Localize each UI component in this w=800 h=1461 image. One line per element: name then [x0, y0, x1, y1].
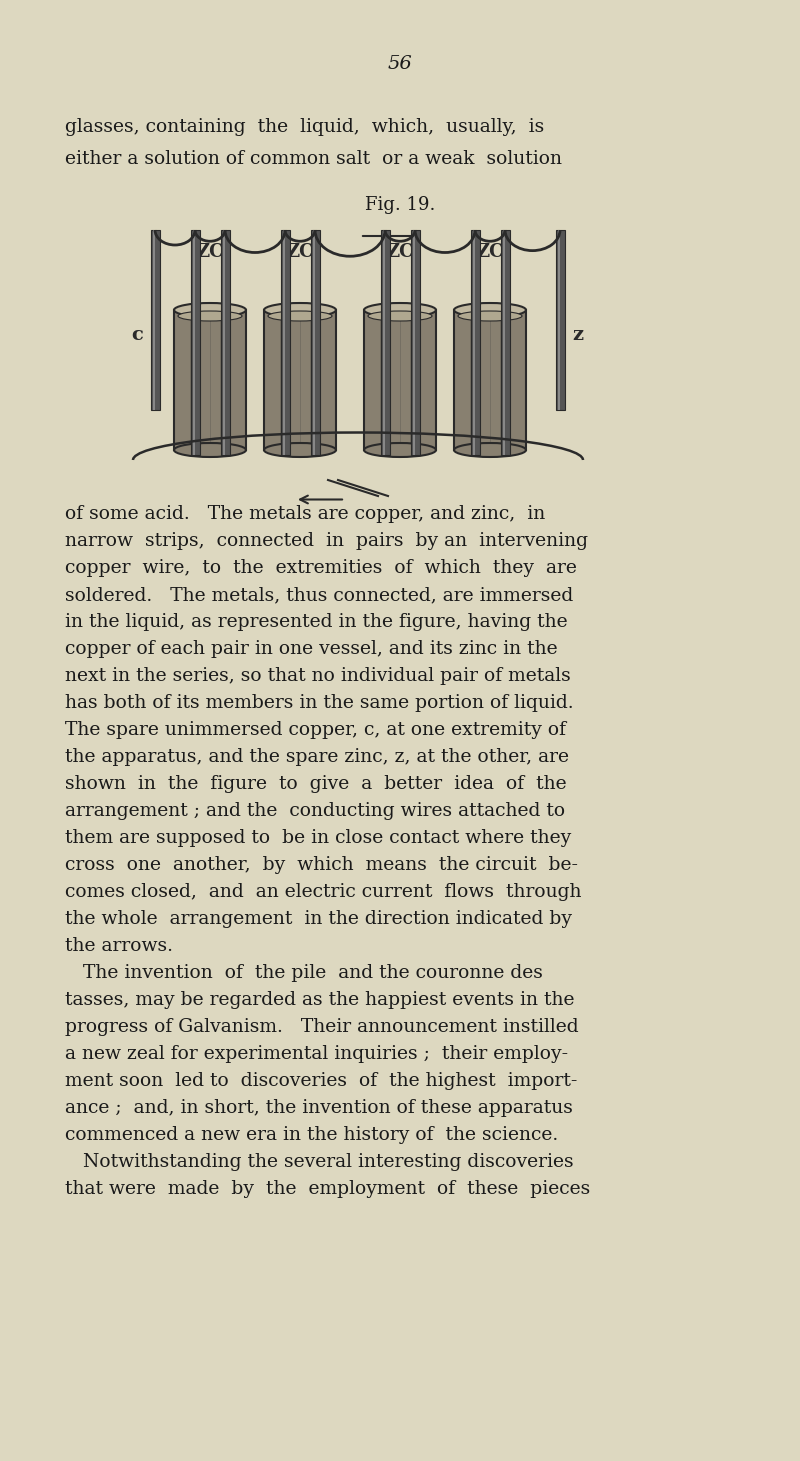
Text: either a solution of common salt  or a weak  solution: either a solution of common salt or a we… [65, 150, 562, 168]
Bar [190, 229, 199, 454]
Text: The spare unimmersed copper, c, at one extremity of: The spare unimmersed copper, c, at one e… [65, 720, 566, 739]
Text: glasses, containing  the  liquid,  which,  usually,  is: glasses, containing the liquid, which, u… [65, 118, 544, 136]
Text: next in the series, so that no individual pair of metals: next in the series, so that no individua… [65, 668, 570, 685]
Bar [153, 229, 154, 411]
Bar [558, 229, 559, 411]
Bar [221, 229, 230, 454]
Text: soldered.   The metals, thus connected, are immersed: soldered. The metals, thus connected, ar… [65, 586, 574, 603]
Bar [364, 310, 436, 450]
Ellipse shape [174, 443, 246, 457]
Text: z: z [572, 326, 583, 343]
Text: tasses, may be regarded as the happiest events in the: tasses, may be regarded as the happiest … [65, 991, 574, 1010]
Ellipse shape [268, 311, 332, 321]
Ellipse shape [454, 443, 526, 457]
Bar [281, 229, 290, 454]
Text: ZC: ZC [286, 243, 314, 262]
Text: a new zeal for experimental inquiries ;  their employ-: a new zeal for experimental inquiries ; … [65, 1045, 568, 1064]
Bar [473, 229, 474, 454]
Bar [222, 229, 225, 454]
Ellipse shape [264, 443, 336, 457]
Text: cross  one  another,  by  which  means  the circuit  be-: cross one another, by which means the ci… [65, 856, 578, 874]
Bar [282, 229, 285, 454]
Bar [310, 229, 319, 454]
Text: ance ;  and, in short, the invention of these apparatus: ance ; and, in short, the invention of t… [65, 1099, 573, 1118]
Ellipse shape [364, 443, 436, 457]
Text: shown  in  the  figure  to  give  a  better  idea  of  the: shown in the figure to give a better ide… [65, 774, 566, 793]
Bar [150, 229, 159, 411]
Ellipse shape [454, 302, 526, 317]
Text: copper  wire,  to  the  extremities  of  which  they  are: copper wire, to the extremities of which… [65, 560, 577, 577]
Ellipse shape [458, 311, 522, 321]
Text: the whole  arrangement  in the direction indicated by: the whole arrangement in the direction i… [65, 910, 572, 928]
Text: Fig. 19.: Fig. 19. [365, 196, 435, 213]
Bar [382, 229, 385, 454]
Ellipse shape [368, 311, 432, 321]
Text: has both of its members in the same portion of liquid.: has both of its members in the same port… [65, 694, 574, 712]
Bar [413, 229, 414, 454]
Ellipse shape [178, 311, 242, 321]
Bar [502, 229, 505, 454]
Text: The invention  of  the pile  and the couronne des: The invention of the pile and the couron… [65, 964, 543, 982]
Text: c: c [131, 326, 143, 343]
Bar [174, 310, 246, 450]
Text: 56: 56 [388, 56, 412, 73]
Text: ZC: ZC [196, 243, 224, 262]
Text: commenced a new era in the history of  the science.: commenced a new era in the history of th… [65, 1126, 558, 1144]
Bar [470, 229, 479, 454]
Text: in the liquid, as represented in the figure, having the: in the liquid, as represented in the fig… [65, 614, 568, 631]
Bar [264, 310, 336, 450]
Text: ment soon  led to  discoveries  of  the highest  import-: ment soon led to discoveries of the high… [65, 1072, 578, 1090]
Text: copper of each pair in one vessel, and its zinc in the: copper of each pair in one vessel, and i… [65, 640, 558, 657]
Ellipse shape [264, 302, 336, 317]
Text: narrow  strips,  connected  in  pairs  by an  intervening: narrow strips, connected in pairs by an … [65, 532, 588, 549]
Bar [410, 229, 419, 454]
Bar [313, 229, 314, 454]
Bar [193, 229, 194, 454]
Text: Notwithstanding the several interesting discoveries: Notwithstanding the several interesting … [65, 1153, 574, 1172]
Text: of some acid.   The metals are copper, and zinc,  in: of some acid. The metals are copper, and… [65, 506, 546, 523]
Text: that were  made  by  the  employment  of  these  pieces: that were made by the employment of thes… [65, 1180, 590, 1198]
Text: them are supposed to  be in close contact where they: them are supposed to be in close contact… [65, 828, 571, 847]
Bar [381, 229, 390, 454]
Text: ZC: ZC [476, 243, 504, 262]
Bar [555, 229, 565, 411]
Text: arrangement ; and the  conducting wires attached to: arrangement ; and the conducting wires a… [65, 802, 565, 820]
Ellipse shape [174, 302, 246, 317]
Bar [501, 229, 510, 454]
Ellipse shape [364, 302, 436, 317]
Text: ZC: ZC [386, 243, 414, 262]
Text: progress of Galvanism.   Their announcement instilled: progress of Galvanism. Their announcemen… [65, 1018, 578, 1036]
Text: the arrows.: the arrows. [65, 937, 173, 955]
Bar [454, 310, 526, 450]
Text: comes closed,  and  an electric current  flows  through: comes closed, and an electric current fl… [65, 882, 582, 901]
Text: the apparatus, and the spare zinc, z, at the other, are: the apparatus, and the spare zinc, z, at… [65, 748, 569, 766]
